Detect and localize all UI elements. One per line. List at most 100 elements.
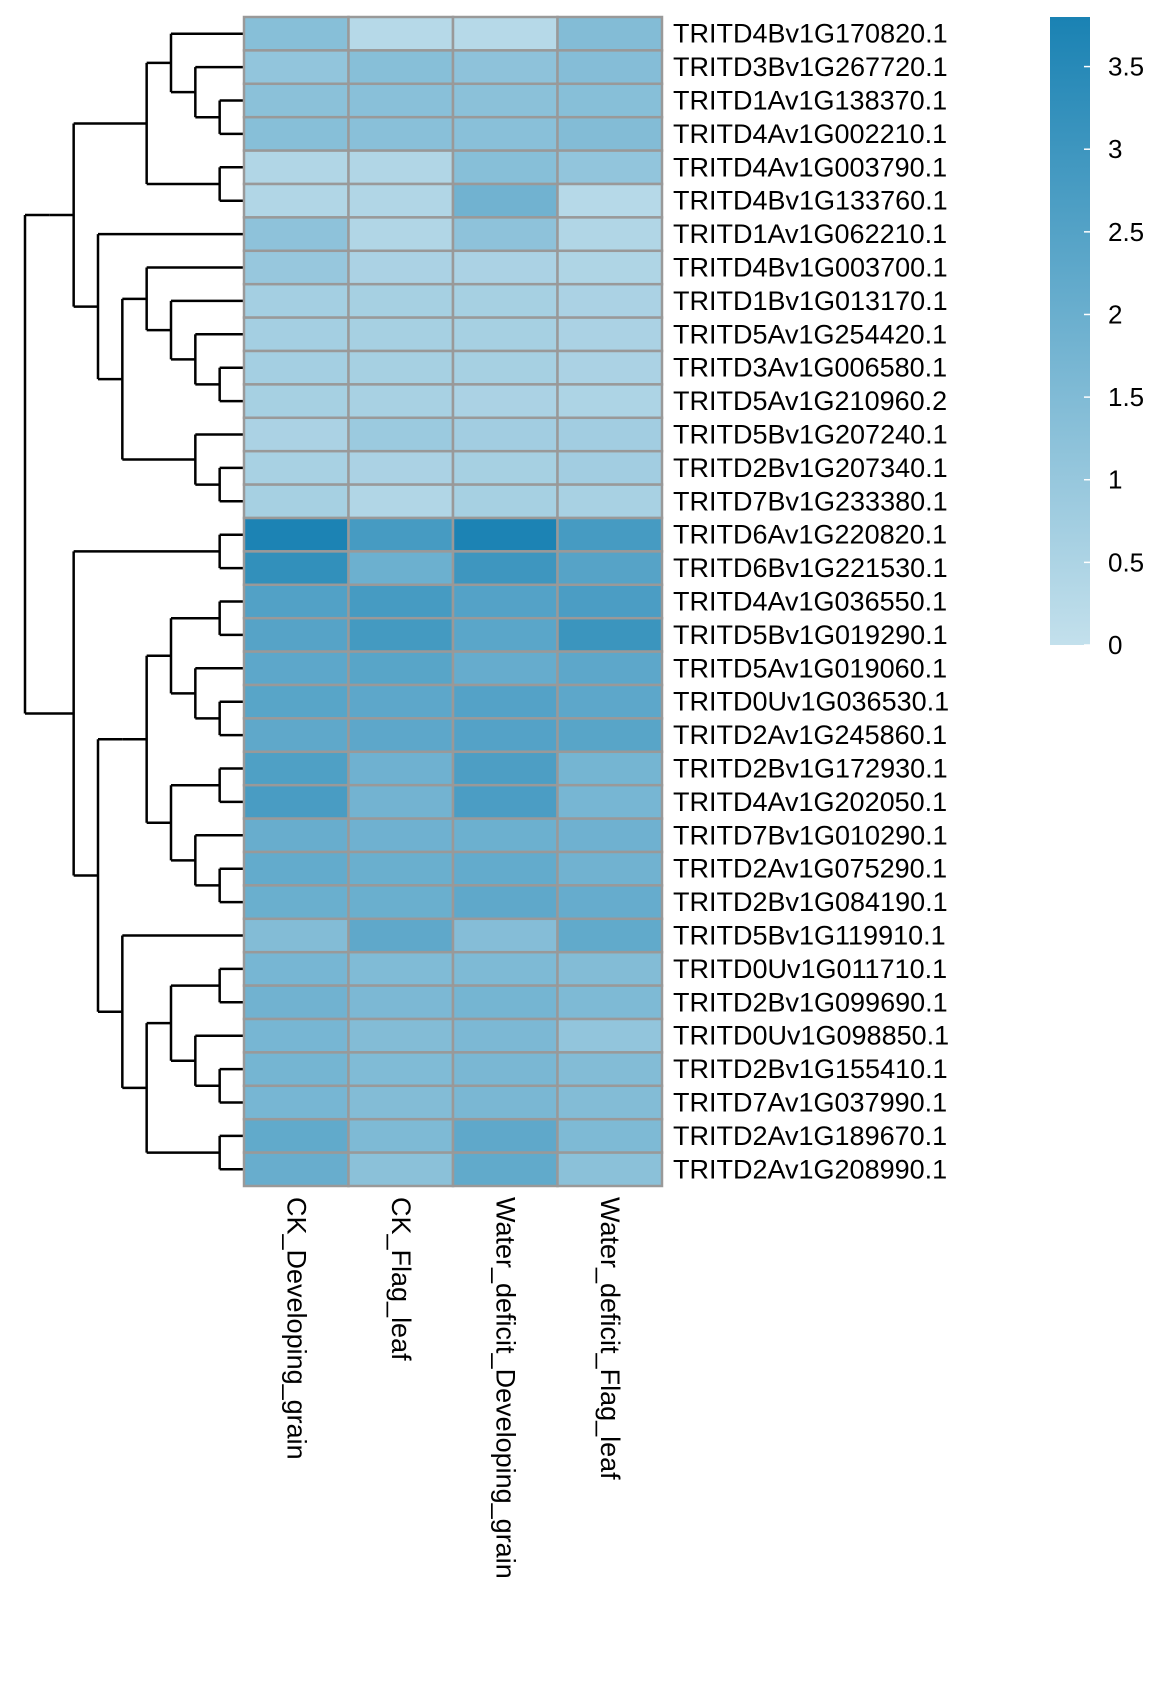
color-legend-tick-label: 0 [1108,630,1122,660]
heatmap-cell [242,483,350,520]
heatmap-cell [347,984,455,1021]
heatmap-cell [242,1051,350,1088]
heatmap-cell [556,216,664,253]
row-label: TRITD2Bv1G099690.1 [673,987,948,1017]
heatmap-cell [556,149,664,186]
row-label: TRITD4Av1G003790.1 [673,152,947,182]
heatmap-cell [556,383,664,420]
heatmap-cell [556,416,664,453]
row-label: TRITD5Bv1G119910.1 [673,921,946,951]
heatmap-cell [347,349,455,386]
heatmap-cell [347,783,455,820]
row-label: TRITD4Av1G036550.1 [673,587,947,617]
heatmap-cell [556,1117,664,1154]
row-label: TRITD5Bv1G207240.1 [673,420,948,450]
row-label: TRITD2Bv1G155410.1 [673,1054,948,1084]
heatmap-cell [556,449,664,486]
heatmap-cell [451,349,559,386]
column-label: CK_Developing_grain [281,1197,311,1460]
heatmap-cell [347,884,455,921]
heatmap-cell [242,349,350,386]
heatmap-cell [451,15,559,52]
heatmap-cell [242,1151,350,1188]
heatmap-cell [347,583,455,620]
row-label: TRITD5Av1G019060.1 [673,653,947,683]
heatmap-cell [556,817,664,854]
heatmap-cell [451,1051,559,1088]
heatmap-cell [556,249,664,286]
heatmap-cell [451,650,559,687]
row-label: TRITD4Av1G202050.1 [673,787,947,817]
row-label: TRITD7Av1G037990.1 [673,1088,947,1118]
heatmap-cell [347,850,455,887]
heatmap-cell [242,249,350,286]
heatmap-cell [347,950,455,987]
heatmap-cell [451,917,559,954]
heatmap-cell [451,616,559,653]
heatmap-cell [451,884,559,921]
heatmap-cell [347,1017,455,1054]
heatmap-cell [451,583,559,620]
heatmap-cell [556,583,664,620]
heatmap-cell [242,82,350,119]
heatmap-cell [451,550,559,587]
heatmap-cell [347,650,455,687]
row-label: TRITD3Av1G006580.1 [673,353,947,383]
row-label: TRITD5Av1G210960.2 [673,386,947,416]
heatmap-cell [347,416,455,453]
heatmap-cell [242,750,350,787]
heatmap-cell [451,783,559,820]
row-label: TRITD4Bv1G133760.1 [673,186,948,216]
heatmap-cell [347,683,455,720]
heatmap-cell [242,783,350,820]
heatmap-cell [451,750,559,787]
heatmap-cell [556,316,664,353]
heatmap-cell [242,282,350,319]
heatmap-cell [451,683,559,720]
row-label: TRITD0Uv1G011710.1 [673,954,947,984]
color-legend-tick-label: 0.5 [1108,547,1144,577]
heatmap-cell [347,1084,455,1121]
heatmap-cell [347,383,455,420]
row-label: TRITD2Av1G075290.1 [673,854,947,884]
row-label: TRITD1Av1G138370.1 [673,86,947,116]
heatmap-cell [242,984,350,1021]
heatmap-cell [347,49,455,86]
heatmap-cell [242,15,350,52]
heatmap-cell [451,984,559,1021]
heatmap-cell [347,550,455,587]
heatmap-cell [451,449,559,486]
color-legend-bar [1050,17,1090,645]
row-label: TRITD2Bv1G172930.1 [673,754,948,784]
heatmap-cell [347,115,455,152]
row-dendrogram [23,32,244,1171]
heatmap-cell [242,850,350,887]
heatmap-cell [451,483,559,520]
heatmap-cell [556,349,664,386]
heatmap-cell [451,216,559,253]
heatmap-cell [556,49,664,86]
row-label: TRITD2Bv1G207340.1 [673,453,948,483]
color-legend-tick-label: 3 [1108,134,1122,164]
heatmap-cell [347,750,455,787]
color-legend-tick-label: 1 [1108,465,1122,495]
heatmap-cell [242,149,350,186]
heatmap-cell [242,884,350,921]
row-label: TRITD7Bv1G233380.1 [673,486,948,516]
heatmap-cell [242,717,350,754]
heatmap-cell [242,516,350,553]
color-legend-tick-label: 2 [1108,299,1122,329]
heatmap-cell [347,483,455,520]
heatmap-cell [347,1051,455,1088]
heatmap-cell [347,516,455,553]
heatmap-cell [347,817,455,854]
heatmap-cell [451,383,559,420]
heatmap-cell [451,1117,559,1154]
heatmap-cell [451,1151,559,1188]
row-label: TRITD5Bv1G019290.1 [673,620,948,650]
heatmap-cell [242,550,350,587]
row-label: TRITD4Bv1G170820.1 [673,19,948,49]
heatmap-cell [347,449,455,486]
row-label: TRITD4Bv1G003700.1 [673,253,948,283]
row-label: TRITD4Av1G002210.1 [673,119,947,149]
